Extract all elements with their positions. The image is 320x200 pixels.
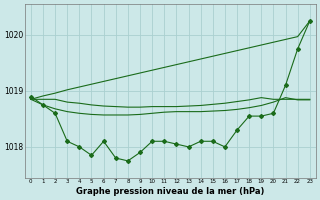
X-axis label: Graphe pression niveau de la mer (hPa): Graphe pression niveau de la mer (hPa) bbox=[76, 187, 265, 196]
